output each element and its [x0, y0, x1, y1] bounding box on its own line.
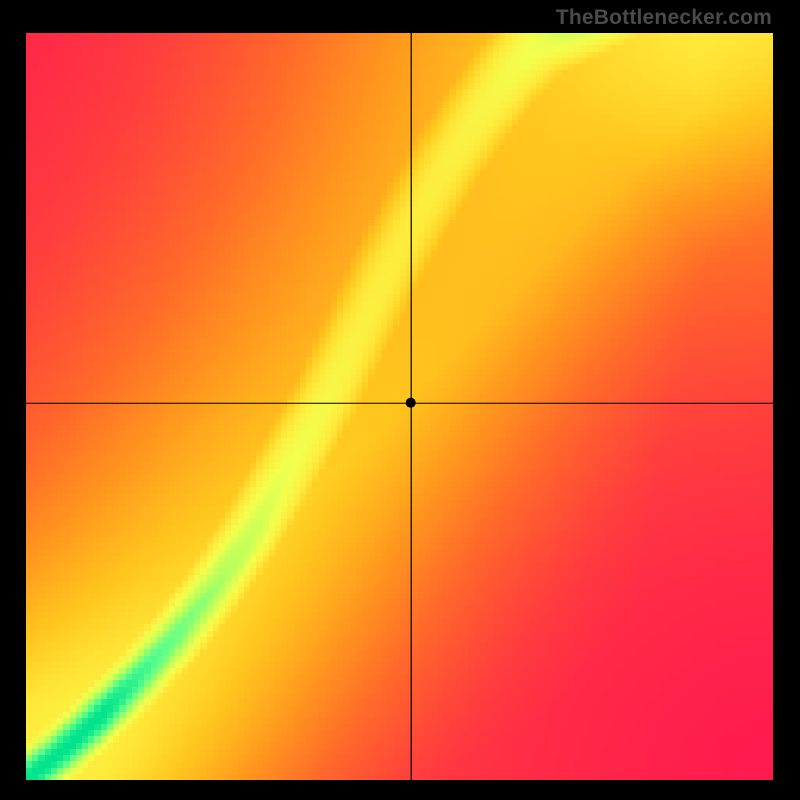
- heatmap-canvas: [26, 33, 773, 780]
- attribution-text: TheBottlenecker.com: [556, 6, 772, 30]
- bottleneck-heatmap: [26, 33, 773, 780]
- figure-container: TheBottlenecker.com: [0, 0, 800, 800]
